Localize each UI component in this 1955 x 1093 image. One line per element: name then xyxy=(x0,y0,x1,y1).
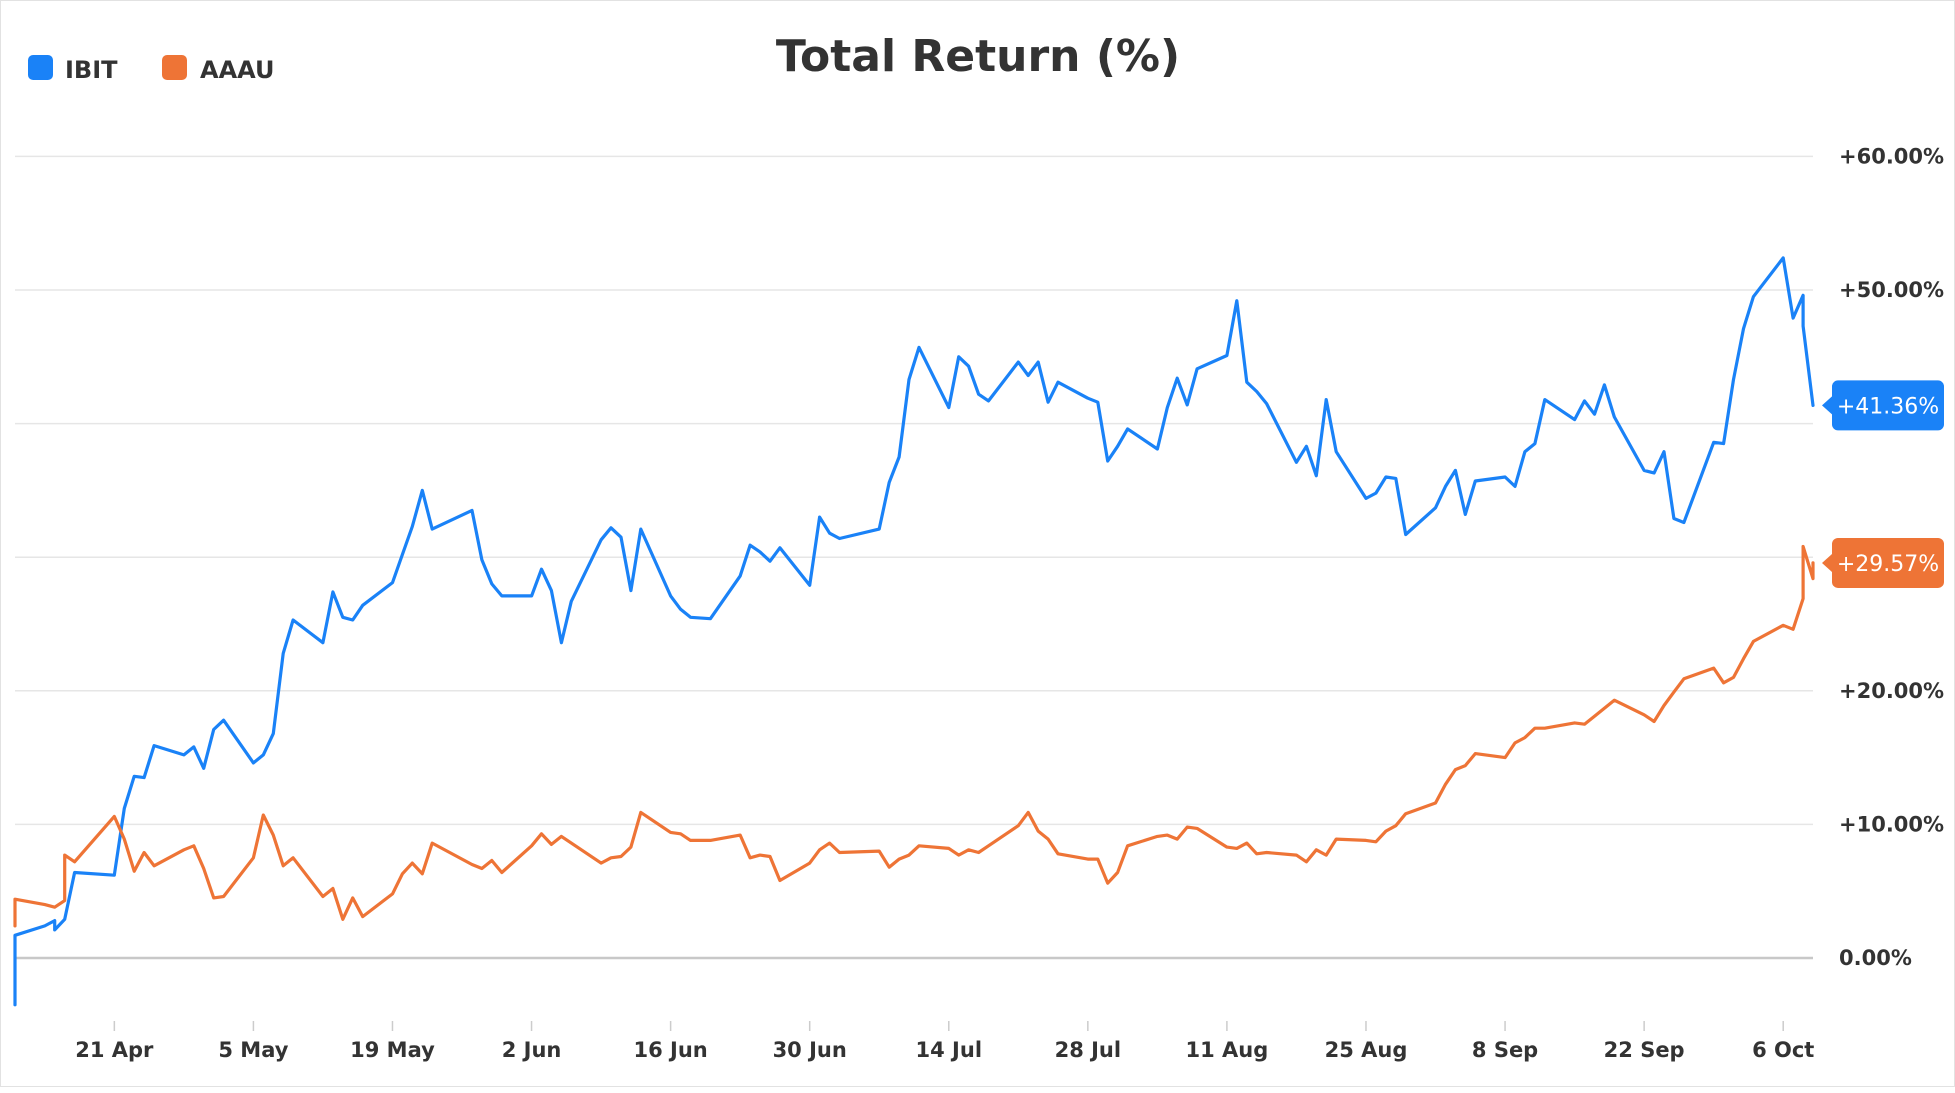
end-label-pointer xyxy=(1822,396,1832,415)
x-tick-label: 16 Jun xyxy=(633,1038,707,1062)
x-tick-label: 28 Jul xyxy=(1055,1038,1122,1062)
end-label-aaau: +29.57% xyxy=(1822,537,1944,588)
x-tick-label: 22 Sep xyxy=(1604,1038,1685,1062)
end-label-value: +29.57% xyxy=(1837,552,1939,577)
legend-label-ibit: IBIT xyxy=(65,56,118,84)
x-tick-label: 11 Aug xyxy=(1186,1038,1269,1062)
y-tick-label: 0.00% xyxy=(1839,946,1912,970)
x-tick-label: 25 Aug xyxy=(1325,1038,1408,1062)
legend-item-aaau[interactable]: AAAU xyxy=(162,55,274,84)
chart-title: Total Return (%) xyxy=(776,31,1180,82)
y-axis: 0.00% +10.00% +20.00% +50.00% +60.00% xyxy=(1839,144,1944,970)
x-tick-label: 30 Jun xyxy=(773,1038,847,1062)
legend: IBIT AAAU xyxy=(28,55,274,84)
series-lines xyxy=(13,256,1815,1007)
grid-lines xyxy=(15,155,1813,960)
end-label-value: +41.36% xyxy=(1837,394,1939,419)
x-tick-label: 14 Jul xyxy=(916,1038,983,1062)
x-tick-label: 2 Jun xyxy=(502,1038,562,1062)
y-tick-label: +50.00% xyxy=(1839,278,1944,302)
x-tick-label: 5 May xyxy=(218,1038,288,1062)
legend-swatch-ibit xyxy=(28,55,53,80)
series-line-ibit xyxy=(13,256,1815,1007)
x-tick-label: 6 Oct xyxy=(1752,1038,1814,1062)
series-end-labels: +41.36% +29.57% xyxy=(1822,380,1944,588)
end-label-ibit: +41.36% xyxy=(1822,380,1944,431)
legend-label-aaau: AAAU xyxy=(200,56,274,84)
series-line-aaau xyxy=(13,544,1815,928)
end-label-pointer xyxy=(1822,553,1832,572)
x-tick-label: 8 Sep xyxy=(1472,1038,1538,1062)
x-tick-label: 21 Apr xyxy=(75,1038,154,1062)
legend-swatch-aaau xyxy=(162,55,187,80)
y-tick-label: +20.00% xyxy=(1839,679,1944,703)
end-label-box xyxy=(1832,537,1944,588)
y-tick-label: +10.00% xyxy=(1839,812,1944,836)
end-label-box xyxy=(1832,380,1944,431)
x-axis: 21 Apr 5 May 19 May 2 Jun 16 Jun 30 Jun 14 Jul… xyxy=(75,1021,1814,1062)
x-tick-label: 19 May xyxy=(350,1038,435,1062)
y-tick-label: +60.00% xyxy=(1839,144,1944,168)
legend-item-ibit[interactable]: IBIT xyxy=(28,55,118,84)
